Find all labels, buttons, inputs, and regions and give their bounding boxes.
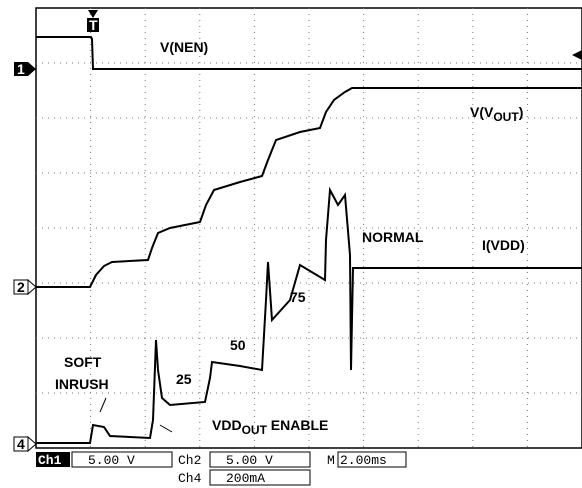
status-label: M: [327, 453, 335, 468]
trace-ivdd: [36, 186, 582, 444]
annotation: SOFT: [64, 354, 102, 370]
ch1-marker: [28, 62, 36, 76]
status-value: 5.00 V: [88, 453, 135, 468]
annotation: VDDOUT ENABLE: [212, 417, 328, 437]
status-label: Ch1: [38, 453, 62, 468]
trace-vout: [36, 87, 582, 288]
status-label: Ch2: [178, 453, 201, 468]
annotation: INRUSH: [55, 376, 109, 392]
ch4-marker: [27, 435, 37, 453]
status-label: Ch4: [178, 471, 202, 486]
marker-label: 4: [17, 436, 25, 452]
marker-label: 2: [17, 279, 25, 295]
trigger-label: T: [89, 17, 98, 33]
label-part: VDD: [212, 417, 242, 433]
trigger-marker: [87, 18, 99, 32]
pointer: [99, 397, 107, 413]
label-ivdd: I(VDD): [482, 237, 525, 253]
label-nen: V(NEN): [160, 39, 208, 55]
grid: [36, 8, 582, 448]
label-vout: V(VOUT): [470, 104, 523, 124]
annotation: 25: [176, 371, 192, 387]
status-value: 200mA: [226, 471, 265, 486]
label-part: ENABLE: [267, 417, 328, 433]
status-box: [209, 451, 311, 468]
ch1-tag: [36, 452, 70, 467]
status-value: 2.00ms: [340, 453, 387, 468]
label-part: V(V: [470, 104, 494, 120]
status-box: [209, 469, 311, 486]
marker-label: 1: [17, 61, 25, 77]
ch1-marker: [14, 62, 28, 76]
ch2-marker: [27, 278, 37, 296]
pointer: [159, 424, 173, 433]
status-value: 5.00 V: [226, 453, 273, 468]
status-box: [71, 451, 173, 468]
label-sub: OUT: [242, 423, 268, 437]
label-part: ): [519, 104, 524, 120]
trigger-level-marker: [572, 50, 582, 60]
annotation: 50: [230, 337, 246, 353]
trigger-marker: [88, 10, 98, 18]
annotation: NORMAL: [362, 229, 424, 245]
trace-nen: [36, 36, 582, 70]
annotation: 75: [290, 289, 306, 305]
label-sub: OUT: [493, 110, 519, 124]
status-box: [337, 451, 407, 468]
